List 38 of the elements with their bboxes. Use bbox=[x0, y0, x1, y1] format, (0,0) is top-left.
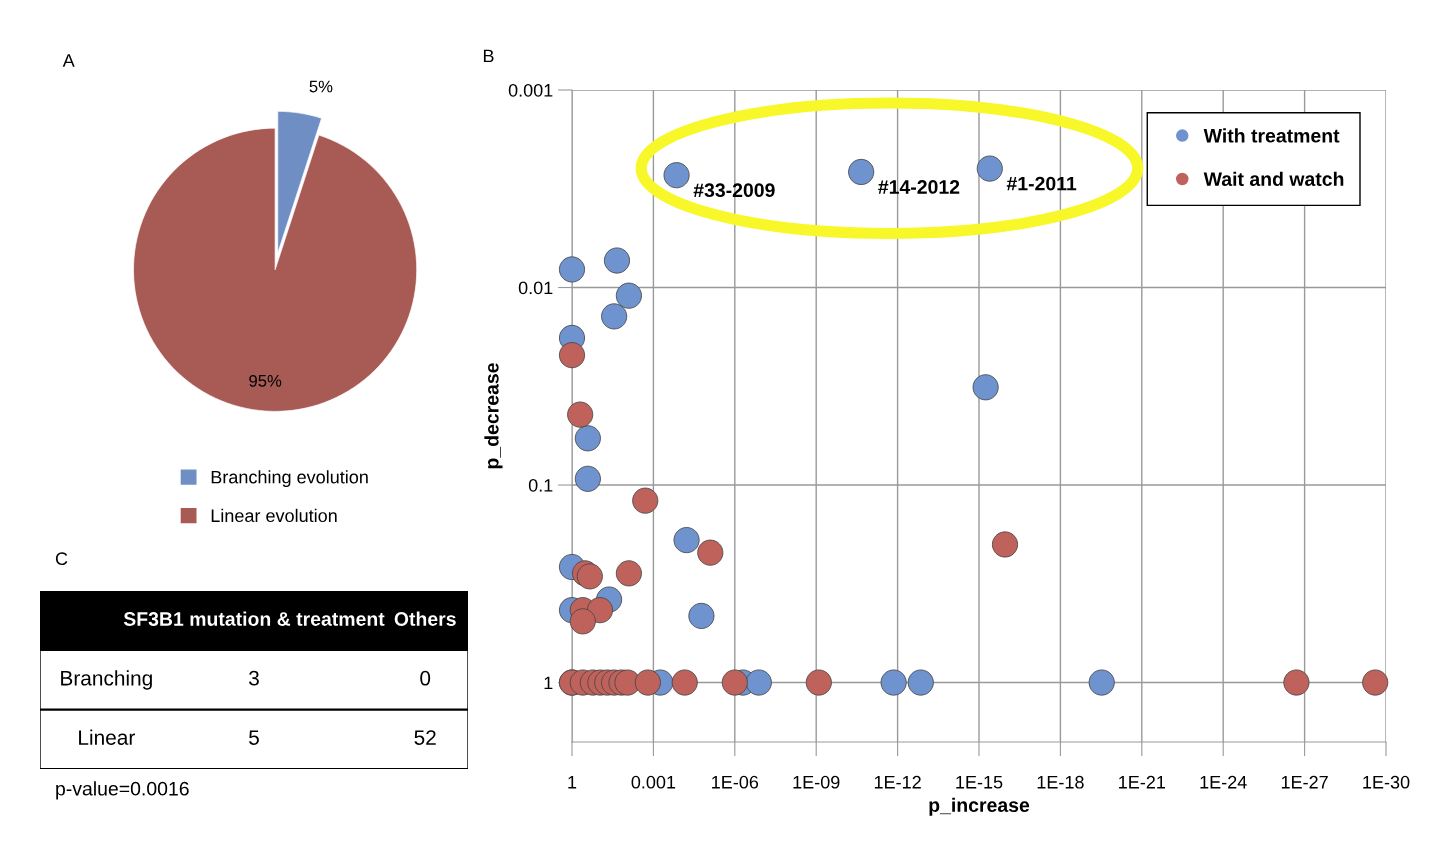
chart-title: A bbox=[62, 54, 75, 67]
text: 3 bbox=[249, 670, 259, 686]
legend-label: With treatment bbox=[1203, 128, 1340, 143]
legend-label: Wait and watch bbox=[1203, 171, 1344, 186]
legend-label: Linear evolution bbox=[211, 508, 337, 523]
text: 52 bbox=[414, 730, 436, 745]
text: 5 bbox=[249, 730, 259, 745]
x-tick-label: 1E-27 bbox=[1281, 775, 1328, 789]
x-tick-label: 1E-18 bbox=[1037, 775, 1084, 789]
x-tick-label: 1 bbox=[568, 776, 577, 789]
data-label: 95% bbox=[249, 374, 282, 387]
y-tick-label: 0.1 bbox=[528, 478, 553, 492]
category-label: Linear bbox=[79, 729, 135, 745]
x-tick-label: 1E-24 bbox=[1200, 775, 1247, 789]
y-axis-title: p_decrease bbox=[484, 363, 503, 469]
annotation: #33-2009 bbox=[693, 183, 775, 198]
text: p-value=0.0016 bbox=[56, 781, 189, 800]
x-tick-label: 1E-30 bbox=[1363, 775, 1410, 789]
y-tick-label: 1 bbox=[544, 676, 553, 690]
category-label: Branching bbox=[61, 670, 152, 690]
category-label: Others bbox=[394, 611, 456, 626]
x-tick-label: 1E-09 bbox=[793, 775, 840, 789]
annotation: #14-2012 bbox=[878, 180, 960, 194]
x-tick-label: 1E-12 bbox=[874, 775, 921, 789]
legend-label: Branching evolution bbox=[211, 470, 368, 488]
x-tick-label: 0.001 bbox=[631, 775, 676, 789]
y-tick-label: 0.001 bbox=[508, 83, 553, 97]
x-tick-label: 1E-06 bbox=[712, 775, 759, 789]
category-label: SF3B1 mutation & treatment bbox=[123, 611, 385, 626]
data-label: 5% bbox=[309, 80, 333, 93]
annotation: #1-2011 bbox=[1006, 176, 1077, 191]
x-axis-title: p_increase bbox=[929, 797, 1030, 816]
x-tick-label: 1E-21 bbox=[1119, 775, 1166, 789]
chart-title: B bbox=[483, 49, 494, 63]
y-tick-label: 0.01 bbox=[518, 281, 553, 295]
text: C bbox=[55, 552, 68, 566]
text: 0 bbox=[420, 670, 431, 686]
x-tick-label: 1E-15 bbox=[956, 776, 1003, 789]
